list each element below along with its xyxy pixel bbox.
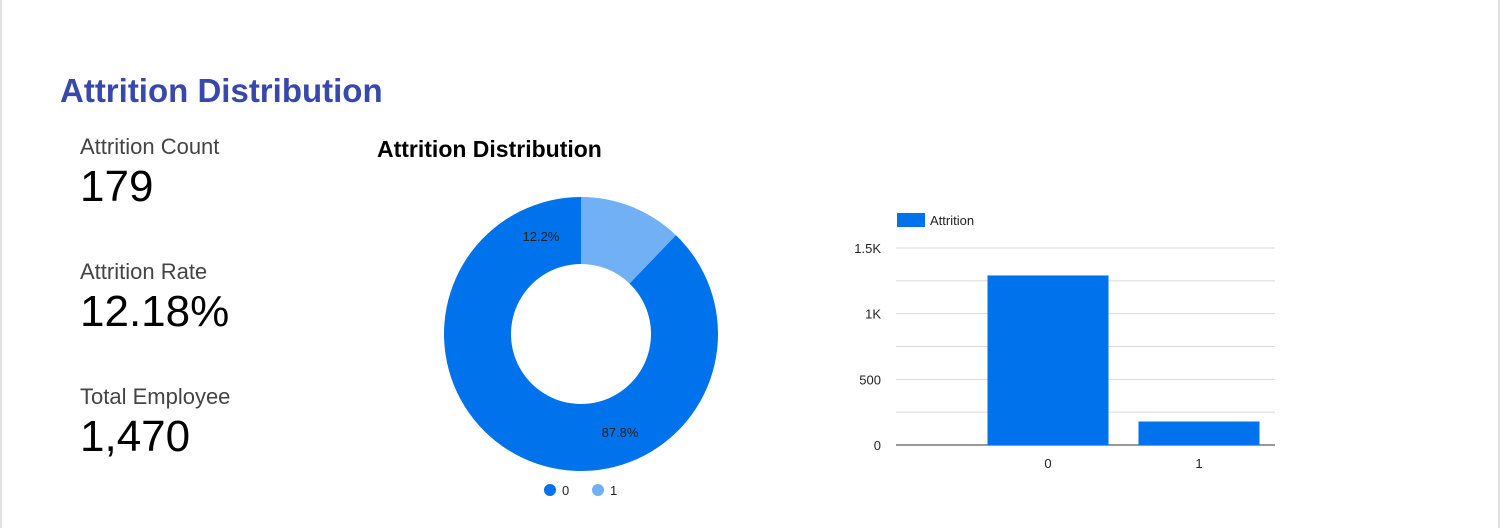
kpi-total-employee-label: Total Employee bbox=[80, 384, 231, 409]
kpi-attrition-rate-label: Attrition Rate bbox=[80, 259, 208, 284]
kpi-attrition-count-label: Attrition Count bbox=[80, 134, 220, 159]
kpi-attrition-rate-value: 12.18% bbox=[80, 287, 230, 336]
donut-slice-1[interactable] bbox=[581, 197, 676, 284]
legend-label-0[interactable]: 0 bbox=[562, 483, 569, 498]
donut-chart-title: Attrition Distribution bbox=[377, 136, 602, 162]
y-tick-label: 1K bbox=[865, 307, 881, 322]
x-tick-label-1: 1 bbox=[1195, 456, 1202, 471]
donut-slice-label-0: 87.8% bbox=[602, 425, 639, 440]
donut-slice-label-1: 12.2% bbox=[523, 229, 560, 244]
bar-legend-label[interactable]: Attrition bbox=[930, 213, 974, 228]
bar-0[interactable] bbox=[987, 275, 1109, 445]
bar-legend-swatch[interactable] bbox=[897, 213, 925, 227]
legend-label-1[interactable]: 1 bbox=[610, 483, 617, 498]
kpi-total-employee-value: 1,470 bbox=[80, 412, 191, 461]
y-tick-label: 0 bbox=[874, 438, 881, 453]
y-tick-label: 1.5K bbox=[854, 241, 881, 256]
y-tick-label: 500 bbox=[859, 372, 881, 387]
kpi-attrition-count: Attrition Count 179 bbox=[80, 134, 219, 212]
kpi-total-employee: Total Employee 1,470 bbox=[80, 384, 230, 462]
x-tick-label-0: 0 bbox=[1044, 456, 1051, 471]
kpi-attrition-rate: Attrition Rate 12.18% bbox=[80, 259, 229, 337]
bar-1[interactable] bbox=[1138, 421, 1260, 445]
kpi-attrition-count-value: 179 bbox=[80, 162, 154, 211]
page-title: Attrition Distribution bbox=[60, 72, 383, 109]
legend-marker-1[interactable] bbox=[592, 484, 604, 496]
donut-slice-0[interactable] bbox=[443, 197, 719, 471]
legend-marker-0[interactable] bbox=[544, 484, 556, 496]
